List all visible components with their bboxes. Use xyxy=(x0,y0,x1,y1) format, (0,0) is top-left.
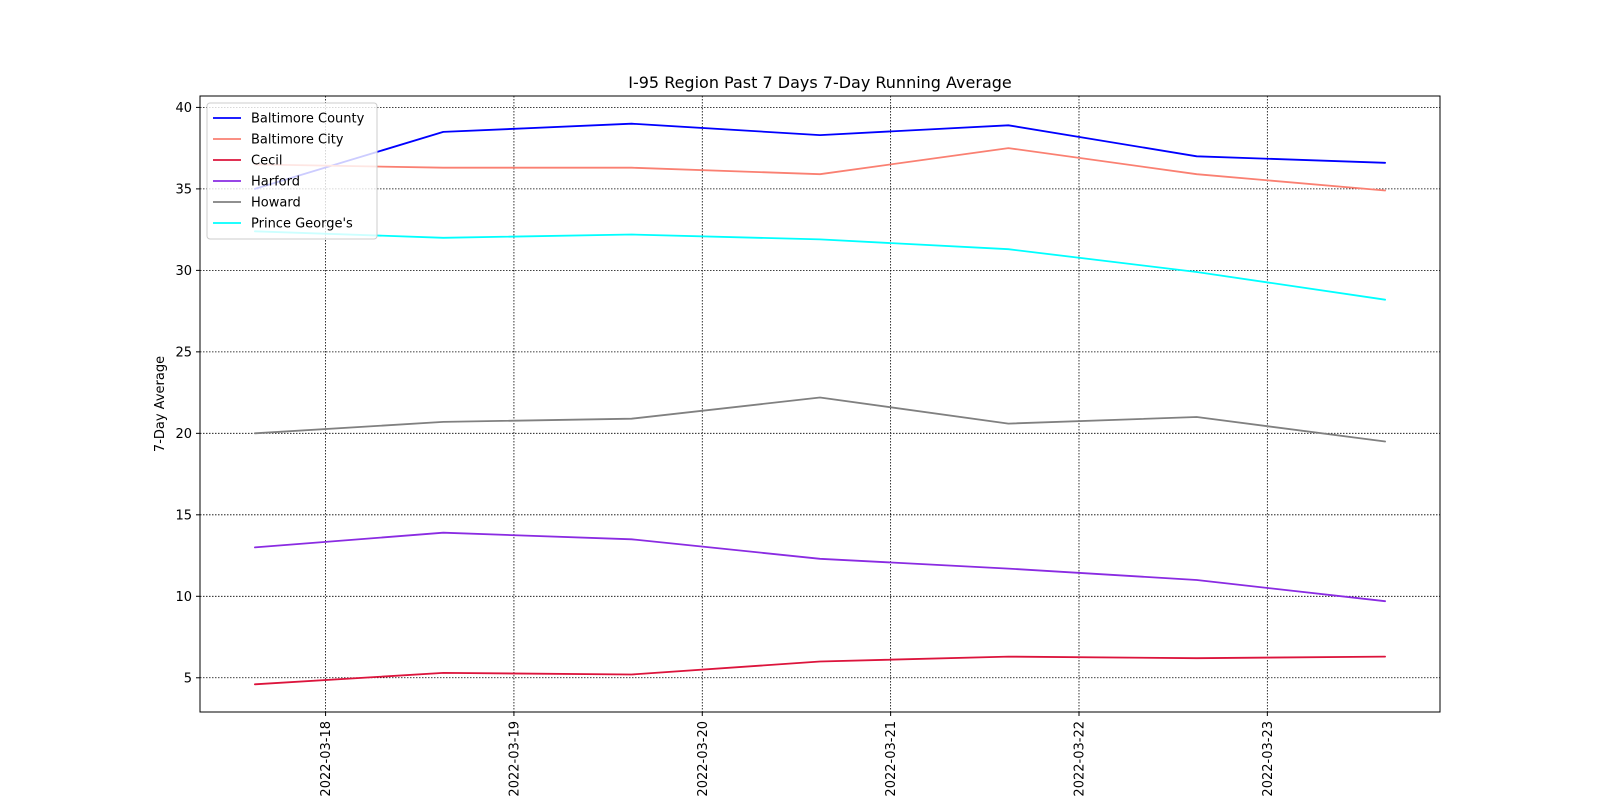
grid-lines xyxy=(200,96,1440,712)
x-tick-label: 2022-03-23 xyxy=(1261,721,1276,797)
legend-entry: Prince George's xyxy=(251,217,353,232)
y-tick-label: 20 xyxy=(175,427,192,442)
series-lines xyxy=(253,122,1386,686)
series-line-2 xyxy=(253,655,1386,686)
legend: Baltimore County Baltimore City Cecil Harfo… xyxy=(206,102,378,240)
x-tick-label: 2022-03-21 xyxy=(884,721,899,797)
legend-entry: Harford xyxy=(251,175,300,190)
y-tick-label: 25 xyxy=(175,345,192,360)
legend-entry: Baltimore County xyxy=(251,112,365,127)
y-tick-label: 30 xyxy=(175,264,192,279)
y-axis-label: 7-Day Average xyxy=(153,356,168,452)
y-axis-ticks: 5 10 15 20 25 30 35 40 xyxy=(175,101,200,686)
legend-entry: Baltimore City xyxy=(251,133,344,148)
plot-frame xyxy=(199,95,1441,713)
series-line-4 xyxy=(253,396,1386,443)
x-tick-label: 2022-03-18 xyxy=(319,721,334,797)
x-tick-label: 2022-03-22 xyxy=(1072,721,1087,797)
series-line-1 xyxy=(253,147,1386,192)
y-tick-label: 35 xyxy=(175,182,192,197)
chart-title: I-95 Region Past 7 Days 7-Day Running Av… xyxy=(628,73,1012,92)
y-tick-label: 5 xyxy=(184,671,192,686)
series-line-5 xyxy=(253,230,1386,301)
series-line-0 xyxy=(253,122,1386,190)
legend-entry: Cecil xyxy=(251,154,282,169)
legend-entry: Howard xyxy=(251,196,301,211)
series-line-3 xyxy=(253,531,1386,603)
x-tick-label: 2022-03-19 xyxy=(507,721,522,797)
x-tick-label: 2022-03-20 xyxy=(696,721,711,797)
y-tick-label: 40 xyxy=(175,101,192,116)
x-axis-ticks: 2022-03-18 2022-03-19 2022-03-20 2022-03-21… xyxy=(319,712,1276,797)
legend-box xyxy=(206,102,378,240)
y-tick-label: 10 xyxy=(175,590,192,605)
y-tick-label: 15 xyxy=(175,508,192,523)
